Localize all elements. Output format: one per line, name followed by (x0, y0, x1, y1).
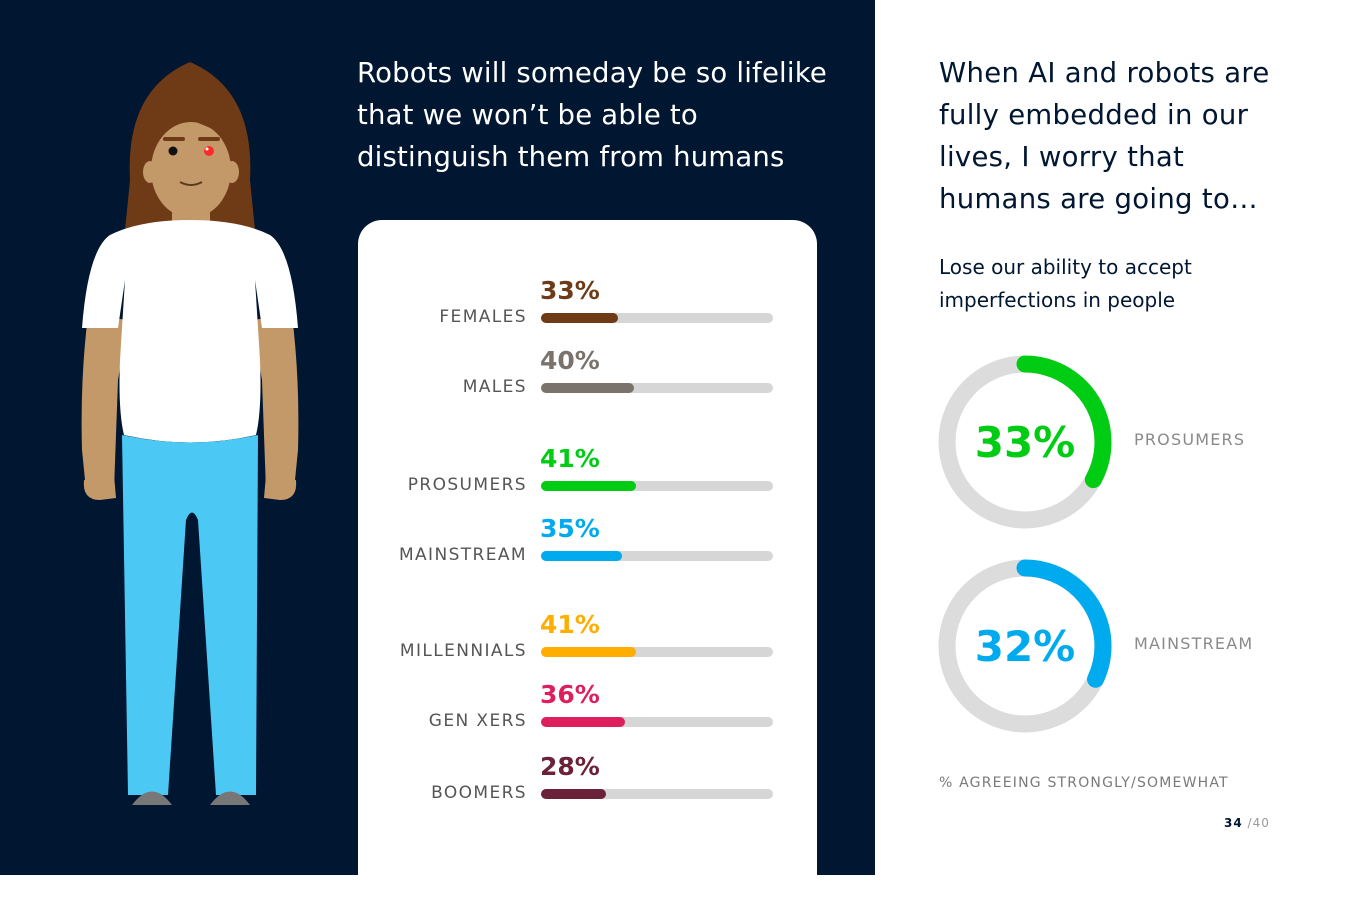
bar-row: PROSUMERS 41% (358, 444, 817, 495)
bar-row: MALES 40% (358, 346, 817, 397)
bar-track (541, 313, 773, 323)
page-current: 34 (1224, 816, 1243, 830)
right-heading: When AI and robots are fully embedded in… (939, 57, 1270, 215)
bar-track (541, 551, 773, 561)
donut-slice (938, 559, 1112, 733)
bar-category-label: MALES (462, 377, 527, 397)
donut-value-label: 32% (975, 622, 1076, 671)
bar-category-label: GEN XERS (428, 711, 527, 731)
bar-track (541, 717, 773, 727)
bar-row: FEMALES 33% (358, 276, 817, 327)
bar-track (541, 481, 773, 491)
bar-row: BOOMERS 28% (358, 752, 817, 803)
bar-row: MILLENNIALS 41% (358, 610, 817, 661)
bar-track (541, 383, 773, 393)
bar-value-label: 36% (540, 680, 600, 709)
bar-category-label: BOOMERS (431, 783, 527, 803)
donut-chart: 33% (938, 355, 1112, 529)
bar-value-label: 41% (540, 610, 600, 639)
donut-category-label: MAINSTREAM (1134, 634, 1254, 653)
bar-value-label: 33% (540, 276, 600, 305)
right-subheading: Lose our ability to accept imperfections… (939, 255, 1192, 312)
left-heading: Robots will someday be so lifelike that … (357, 57, 828, 173)
bar (541, 551, 623, 561)
bar-chart-card: FEMALES 33% MALES 40% PROSUMERS 41% MAINSTREAM… (358, 220, 817, 900)
bar (541, 383, 634, 393)
donut-value-label: 33% (975, 418, 1076, 467)
footnote: % AGREEING STRONGLY/SOMEWHAT (939, 775, 1229, 791)
bar-row: GEN XERS 36% (358, 680, 817, 731)
page-total: /40 (1247, 816, 1270, 830)
bar (541, 481, 637, 491)
bar-value-label: 35% (540, 514, 600, 543)
bar (541, 717, 625, 727)
bar-category-label: PROSUMERS (407, 475, 527, 495)
bar-row: MAINSTREAM 35% (358, 514, 817, 565)
bar-category-label: FEMALES (439, 307, 527, 327)
bar-track (541, 647, 773, 657)
donut-slice (938, 355, 1112, 529)
bar-category-label: MILLENNIALS (399, 641, 527, 661)
bar (541, 647, 637, 657)
bar-value-label: 28% (540, 752, 600, 781)
bar-value-label: 41% (540, 444, 600, 473)
bar (541, 789, 606, 799)
bar (541, 313, 618, 323)
donut-category-label: PROSUMERS (1134, 430, 1246, 449)
bar-value-label: 40% (540, 346, 600, 375)
donut-chart: 32% (938, 559, 1112, 733)
bar-track (541, 789, 773, 799)
bar-category-label: MAINSTREAM (398, 545, 527, 565)
page-number: 34 /40 (1224, 816, 1270, 830)
woman-illustration (81, 62, 299, 805)
